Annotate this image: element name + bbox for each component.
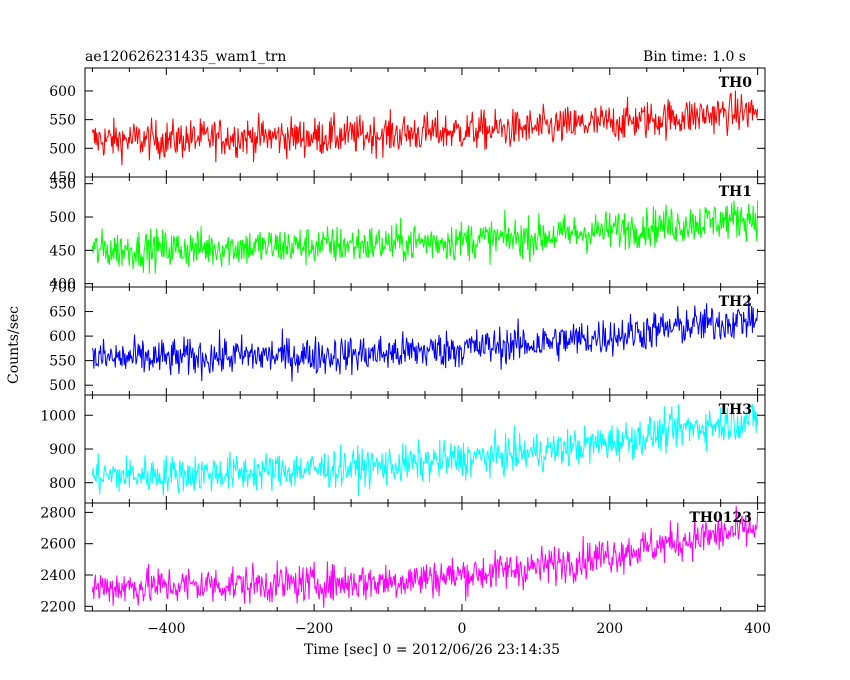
panel-frame xyxy=(84,286,766,396)
panel-th0123: 2200 2400 2600 2800 TH0123 xyxy=(40,502,766,615)
x-axis: −400 −200 0 200 400 xyxy=(147,621,771,637)
series-trace-th0 xyxy=(91,90,759,166)
series-trace-th3 xyxy=(91,404,759,497)
x-axis-label: Time [sec] 0 = 2012/06/26 23:14:35 xyxy=(304,642,560,658)
y-tick-label: 500 xyxy=(49,210,76,226)
y-tick-label: 550 xyxy=(49,177,76,193)
y-tick-label: 1000 xyxy=(40,408,76,424)
series-name-label: TH2 xyxy=(719,294,752,310)
x-tick-label: 400 xyxy=(744,621,771,637)
series-name-label: TH1 xyxy=(719,184,752,200)
y-tick-label: 2200 xyxy=(40,599,76,615)
chart-title-right: Bin time: 1.0 s xyxy=(643,49,746,65)
y-tick-label: 500 xyxy=(49,378,76,394)
y-tick-label: 450 xyxy=(49,243,76,259)
panel-th2: 500 550 600 650 700 TH2 xyxy=(49,280,766,396)
y-tick-label: 450 xyxy=(49,170,76,186)
panel-th0: 450 500 550 600 TH0 xyxy=(49,67,766,186)
y-tick-label: 2800 xyxy=(40,505,76,521)
series-trace-th0123 xyxy=(91,505,759,608)
x-tick-label: 0 xyxy=(457,621,466,637)
y-axis-label: Counts/sec xyxy=(6,306,22,384)
y-tick-label: 600 xyxy=(49,84,76,100)
series-name-label: TH3 xyxy=(719,402,752,418)
y-tick-label: 2600 xyxy=(40,537,76,553)
panel-th1: 400 450 500 550 TH1 xyxy=(49,176,766,293)
series-trace-th1 xyxy=(91,200,759,274)
y-tick-label: 500 xyxy=(49,141,76,157)
y-tick-label: 800 xyxy=(49,476,76,492)
y-tick-label: 900 xyxy=(49,442,76,458)
y-tick-label: 700 xyxy=(49,280,76,296)
series-trace-th2 xyxy=(91,294,759,382)
y-tick-label: 550 xyxy=(49,113,76,129)
x-tick-label: −200 xyxy=(295,621,333,637)
x-tick-label: 200 xyxy=(596,621,623,637)
y-tick-label: 650 xyxy=(49,305,76,321)
y-tick-label: 400 xyxy=(49,277,76,293)
y-tick-label: 600 xyxy=(49,329,76,345)
series-name-label: TH0123 xyxy=(689,510,752,526)
panel-th3: 800 900 1000 TH3 xyxy=(40,394,766,504)
series-name-label: TH0 xyxy=(719,75,753,91)
x-tick-label: −400 xyxy=(147,621,185,637)
panel-frame xyxy=(84,176,766,288)
panels-group: 450 500 550 600 TH0 400 450 500 550 TH1 500 550 600 6… xyxy=(40,67,766,615)
y-tick-label: 550 xyxy=(49,354,76,370)
y-tick-label: 2400 xyxy=(40,568,76,584)
chart-title-left: ae120626231435_wam1_trn xyxy=(85,49,286,65)
